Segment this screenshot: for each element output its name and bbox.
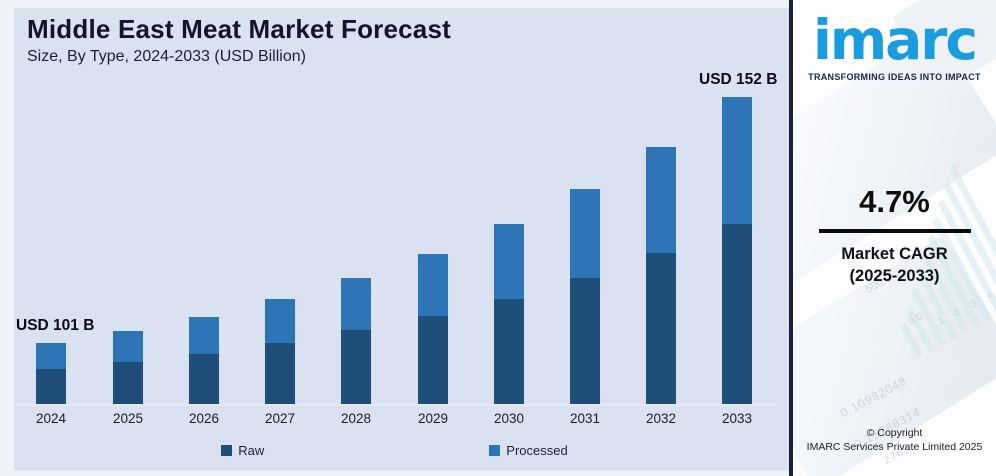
bar-raw-2028 (341, 330, 371, 405)
bar-raw-2026 (189, 354, 219, 405)
bar-processed-2027 (265, 299, 295, 343)
copyright-line2: IMARC Services Private Limited 2025 (806, 440, 983, 453)
bar-processed-2031 (570, 189, 600, 278)
bar-processed-2026 (189, 317, 219, 354)
bar-processed-2033 (722, 97, 752, 224)
legend-item-processed: Processed (489, 443, 568, 458)
x-tick-2025: 2025 (112, 411, 144, 426)
cagr-block: 4.7% Market CAGR (2025-2033) (793, 184, 996, 288)
legend-item-raw: Raw (221, 443, 264, 458)
bar-raw-2024 (36, 369, 66, 405)
bar-raw-2030 (494, 299, 524, 405)
imarc-logo-tagline: TRANSFORMING IDEAS INTO IMPACT (808, 71, 981, 82)
bar-raw-2033 (722, 224, 752, 405)
cagr-underline (818, 229, 971, 233)
copyright-line1: © Copyright (866, 427, 923, 439)
chart-title: Middle East Meat Market Forecast (27, 14, 451, 44)
frame-strip-top (0, 0, 789, 8)
x-tick-2028: 2028 (340, 411, 372, 426)
value-label: USD 152 B (699, 71, 778, 88)
brand-panel: 500.0 0.0 1 2 3 4 0.10982048 0.15788314 2768 … (793, 0, 996, 476)
panel-divider (789, 0, 793, 476)
cagr-label: Market CAGR (841, 245, 948, 263)
x-axis-line (15, 404, 778, 406)
bar-processed-2032 (646, 147, 676, 253)
chart-subtitle: Size, By Type, 2024-2033 (USD Billion) (27, 48, 306, 65)
bar-raw-2032 (646, 253, 676, 405)
x-tick-2027: 2027 (264, 411, 296, 426)
bar-processed-2024 (36, 343, 66, 369)
copyright: © Copyright IMARC Services Private Limit… (793, 427, 996, 455)
x-tick-2033: 2033 (721, 411, 753, 426)
bar-processed-2030 (494, 224, 524, 299)
frame-strip-left (0, 0, 14, 476)
cagr-value: 4.7% (859, 184, 930, 219)
legend-label: Processed (506, 443, 568, 458)
x-tick-2029: 2029 (417, 411, 449, 426)
chart-legend: Raw Processed (0, 443, 789, 458)
bar-processed-2028 (341, 278, 371, 330)
imarc-logo: imarc TRANSFORMING IDEAS INTO IMPACT (793, 8, 996, 82)
legend-swatch-processed (489, 445, 501, 456)
frame-strip-bottom (0, 470, 789, 476)
x-tick-2030: 2030 (493, 411, 525, 426)
legend-label: Raw (238, 443, 265, 458)
imarc-logo-text: imarc (812, 8, 978, 72)
legend-swatch-raw (221, 445, 233, 456)
chart-panel: Middle East Meat Market Forecast Size, B… (0, 0, 789, 476)
cagr-period: (2025-2033) (849, 267, 940, 286)
x-tick-2026: 2026 (188, 411, 220, 426)
bar-raw-2029 (418, 316, 448, 405)
bar-processed-2025 (113, 331, 143, 362)
x-tick-2031: 2031 (569, 411, 601, 426)
bar-raw-2031 (570, 278, 600, 405)
bar-raw-2025 (113, 362, 143, 405)
bar-raw-2027 (265, 343, 295, 405)
value-label: USD 101 B (16, 317, 95, 334)
bar-processed-2029 (418, 254, 448, 316)
x-tick-2032: 2032 (645, 411, 677, 426)
x-tick-2024: 2024 (35, 411, 67, 426)
